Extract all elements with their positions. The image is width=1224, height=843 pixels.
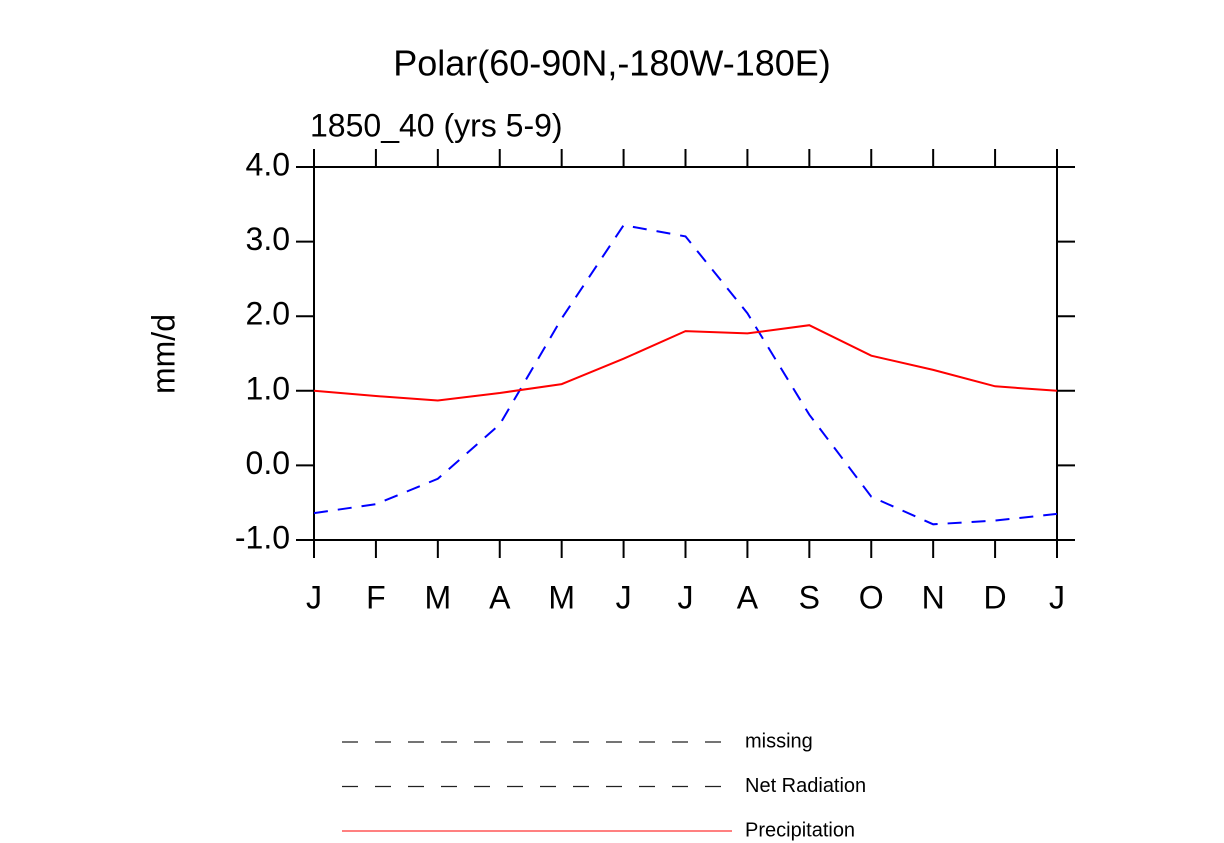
chart-title: Polar(60-90N,-180W-180E) [393, 43, 831, 84]
x-tick-label: O [859, 579, 884, 615]
y-tick-label: 4.0 [246, 146, 290, 182]
x-tick-label: M [425, 579, 452, 615]
y-tick-label: 0.0 [246, 445, 290, 481]
x-tick-label: A [489, 579, 511, 615]
legend-label: Precipitation [745, 819, 855, 841]
series-line [313, 224, 1058, 526]
x-tick-label: A [737, 579, 759, 615]
legend-label: Net Radiation [745, 775, 866, 797]
legend-label: missing [745, 730, 813, 752]
x-tick-label: J [306, 579, 322, 615]
y-tick-label: 3.0 [246, 221, 290, 257]
x-tick-label: N [922, 579, 945, 615]
x-tick-label: F [366, 579, 386, 615]
x-tick-label: M [548, 579, 575, 615]
y-axis-label: mm/d [145, 314, 181, 394]
chart-subtitle: 1850_40 (yrs 5-9) [310, 107, 563, 143]
x-tick-label: J [678, 579, 694, 615]
y-tick-label: 2.0 [246, 296, 290, 332]
plot-frame [313, 166, 1058, 541]
y-tick-label: 1.0 [246, 370, 290, 406]
x-tick-label: J [616, 579, 632, 615]
x-tick-label: D [984, 579, 1007, 615]
series-line [313, 324, 1058, 402]
x-tick-label: S [799, 579, 820, 615]
y-tick-label: -1.0 [235, 519, 290, 555]
x-tick-label: J [1049, 579, 1065, 615]
